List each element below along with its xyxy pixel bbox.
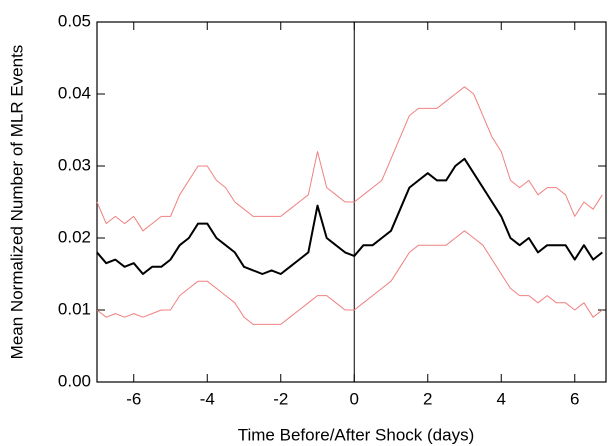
y-tick-label: 0.05 xyxy=(58,11,91,30)
series-line xyxy=(96,86,603,232)
y-tick-label: 0.00 xyxy=(58,371,91,390)
series-line xyxy=(96,230,603,325)
x-tick-label: -4 xyxy=(200,389,215,408)
x-tick-label: 6 xyxy=(570,389,579,408)
x-tick-label: 0 xyxy=(350,389,359,408)
x-tick-label: 2 xyxy=(423,389,432,408)
y-tick-label: 0.01 xyxy=(58,299,91,318)
y-tick-label: 0.03 xyxy=(58,155,91,174)
y-axis-label: Mean Normalized Number of MLR Events xyxy=(7,45,26,360)
x-tick-label: 4 xyxy=(497,389,506,408)
x-tick-label: -6 xyxy=(126,389,141,408)
x-axis-label: Time Before/After Shock (days) xyxy=(238,425,475,444)
x-tick-label: -2 xyxy=(273,389,288,408)
y-tick-label: 0.02 xyxy=(58,227,91,246)
series-line xyxy=(96,157,603,275)
y-tick-label: 0.04 xyxy=(58,83,91,102)
